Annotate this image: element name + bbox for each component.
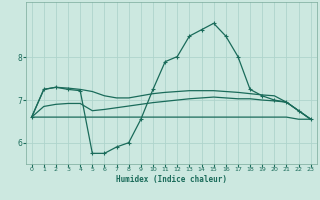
X-axis label: Humidex (Indice chaleur): Humidex (Indice chaleur) — [116, 175, 227, 184]
